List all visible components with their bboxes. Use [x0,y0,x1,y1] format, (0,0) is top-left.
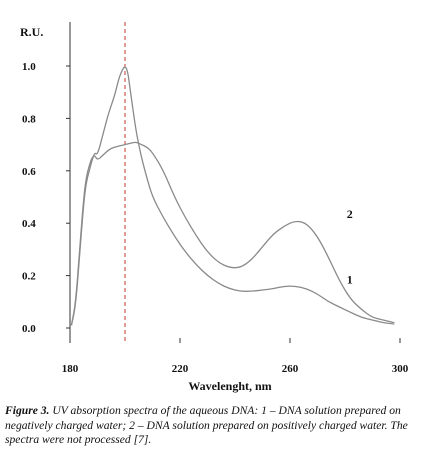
y-axis-label: R.U. [20,25,43,39]
spectra-chart: R.U. Wavelenght, nm 0.0 0.2 0.4 0.6 0.8 1.0 1… [20,22,409,393]
y-tick-label: 0.8 [22,113,36,125]
x-tick-label: 260 [282,363,299,375]
y-tick-label: 0.0 [22,323,36,335]
series-group [70,66,396,326]
y-ticks: 0.0 0.2 0.4 0.6 0.8 1.0 [22,61,70,335]
y-tick-label: 1.0 [22,61,36,73]
y-tick-label: 0.2 [22,271,36,283]
y-tick-label: 0.4 [22,218,36,230]
figure-label: Figure 3. [5,404,50,417]
y-tick-label: 0.6 [22,166,36,178]
x-tick-label: 300 [392,363,409,375]
series-line-2 [70,141,396,326]
x-axis-label: Wavelenght, nm [188,379,271,393]
x-ticks: 180 220 260 300 [62,338,409,375]
x-tick-label: 220 [172,363,189,375]
series-label-2: 2 [347,207,353,221]
caption-text: UV absorption spectra of the aqueous DNA… [5,404,408,447]
figure-caption: Figure 3. UV absorption spectra of the a… [5,404,433,448]
series-label-group: 12 [347,207,353,286]
x-tick-label: 180 [62,363,79,375]
series-line-1 [70,66,396,326]
series-label-1: 1 [347,272,353,286]
